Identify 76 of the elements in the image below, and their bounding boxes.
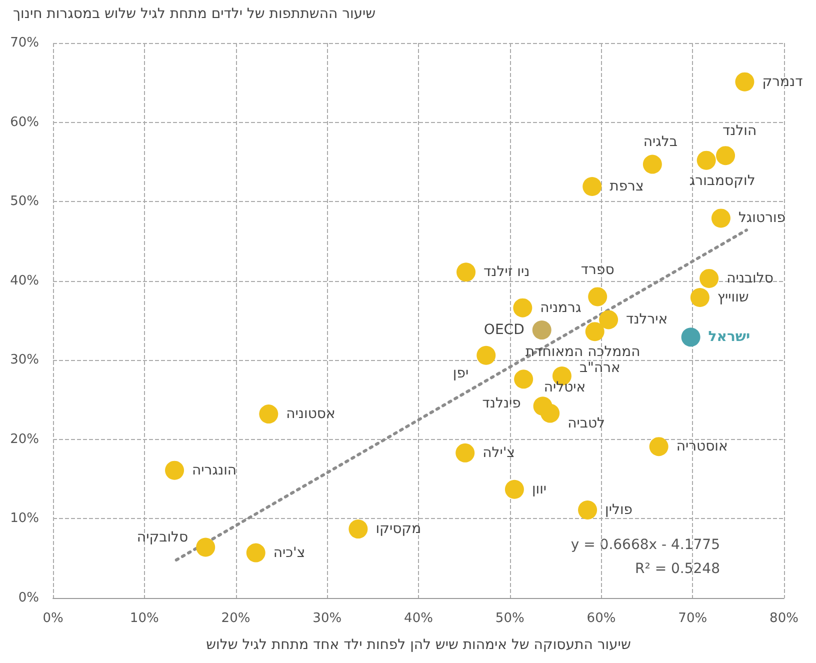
x-tick-label: 60% — [586, 611, 616, 626]
y-tick-label: 20% — [10, 432, 39, 447]
point — [735, 72, 754, 92]
series-label: אוסטריה — [676, 438, 728, 455]
y-tick-label: 50% — [10, 194, 39, 210]
point — [165, 460, 184, 480]
x-tick-label: 20% — [221, 611, 250, 626]
series-label: ארה"ב — [579, 360, 620, 376]
point — [588, 287, 608, 306]
series-label: פורטוגל — [738, 210, 786, 226]
point — [514, 370, 534, 389]
annotation: R² = 0.5248 — [635, 561, 720, 577]
point — [540, 404, 560, 423]
point — [246, 543, 266, 562]
point — [196, 538, 216, 557]
series-label: מקסיקו — [376, 521, 422, 538]
series-label: איטליה — [544, 380, 586, 396]
series-label: יוון — [532, 481, 547, 498]
series-label: ספרד — [580, 262, 614, 278]
point — [716, 146, 736, 166]
x-tick-label: 0% — [42, 611, 64, 626]
x-tick-label: 40% — [404, 611, 433, 626]
series-label: ניו זילנד — [484, 264, 530, 280]
series-label: פולין — [605, 502, 633, 518]
point — [456, 262, 476, 282]
series-label: צרפת — [610, 178, 644, 195]
point — [578, 500, 598, 520]
series-label: שווייץ — [717, 290, 749, 306]
point — [532, 320, 552, 340]
point — [642, 154, 662, 174]
y-tick-label: 10% — [10, 511, 39, 526]
point — [696, 150, 716, 170]
point — [348, 520, 368, 539]
x-tick-label: 80% — [770, 611, 798, 626]
y-tick-label: 30% — [10, 352, 39, 368]
series-label: צ'כיה — [273, 544, 306, 561]
series-label: הולנד — [722, 123, 757, 140]
series-label: לטביה — [568, 415, 605, 432]
point — [649, 437, 668, 456]
point — [456, 443, 475, 462]
series-label: פינלנד — [482, 396, 521, 412]
point — [476, 346, 496, 365]
y-axis-title: שיעור ההשתתפות של ילדים מתחת לגיל שלוש במסגרות חינוך — [13, 6, 376, 22]
point — [582, 177, 602, 196]
series-label: בלגיה — [643, 134, 678, 150]
x-tick-label: 70% — [678, 611, 708, 626]
annotation: y = 0.6668x - 4.1775 — [570, 537, 720, 553]
point — [504, 480, 524, 499]
series-label: סלובניה — [726, 270, 774, 286]
x-axis-title: שיעור התעסוקה של אימהות שיש להן לפחות ילד אחד מתחת לגיל שלוש — [206, 637, 631, 653]
point — [690, 288, 710, 307]
series-label: סלובקיה — [136, 529, 188, 546]
series-label: לוקסמבורג — [689, 172, 756, 189]
series-label: אירלנד — [626, 312, 668, 328]
point — [599, 310, 618, 330]
x-tick-label: 30% — [312, 611, 342, 626]
series-label: דנמרק — [762, 74, 804, 90]
y-tick-label: 0% — [18, 590, 39, 606]
series-label: הונגריה — [192, 462, 237, 478]
y-tick-label: 60% — [10, 114, 39, 130]
point — [513, 298, 532, 318]
point — [585, 322, 604, 342]
point — [711, 208, 730, 228]
y-tick-label: 40% — [10, 273, 39, 288]
series-label: OECD — [484, 322, 524, 338]
series-label: צ'ילה — [482, 444, 515, 461]
x-tick-label: 10% — [130, 611, 159, 626]
series-label: אסטוניה — [286, 406, 336, 422]
series-label: גרמניה — [540, 300, 582, 316]
series-label: ישראל — [708, 329, 750, 346]
point — [700, 268, 719, 288]
y-tick-label: 70% — [10, 36, 39, 50]
point — [259, 404, 278, 424]
point — [681, 328, 700, 347]
x-tick-label: 50% — [495, 611, 524, 626]
series-label: יפן — [452, 365, 469, 382]
